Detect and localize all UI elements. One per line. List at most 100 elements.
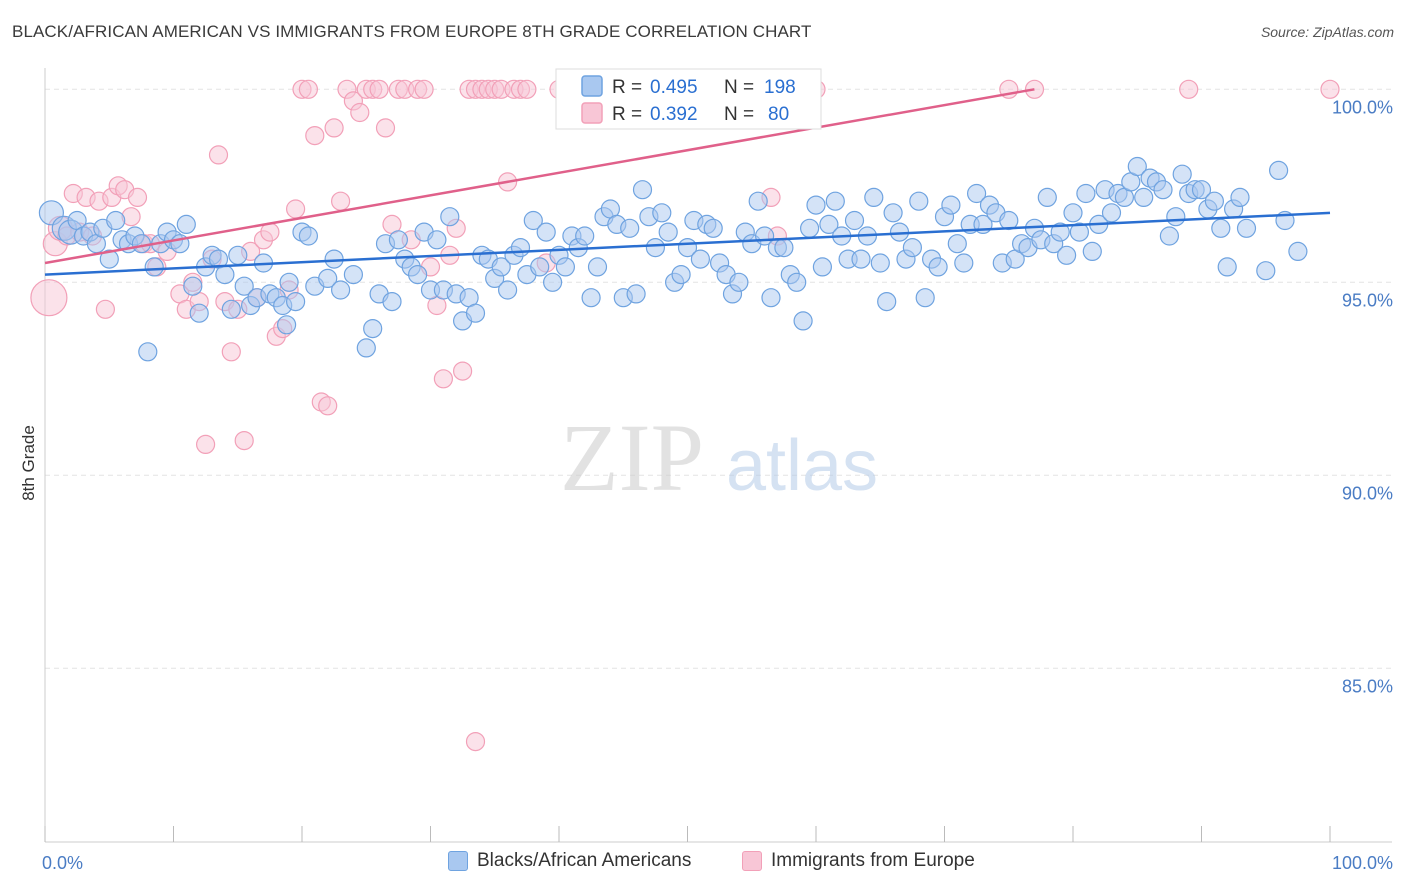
point-blacks-130 bbox=[902, 238, 923, 258]
point-immigrants-42 bbox=[318, 396, 338, 416]
point-blacks-8 bbox=[99, 249, 119, 269]
point-blacks-20 bbox=[176, 214, 196, 234]
point-blacks-178 bbox=[1211, 218, 1231, 238]
y-tick-label-1: 95.0% bbox=[1342, 290, 1393, 310]
point-immigrants-23 bbox=[196, 434, 216, 454]
point-blacks-22 bbox=[189, 303, 209, 323]
point-blacks-50 bbox=[388, 230, 408, 250]
point-blacks-53 bbox=[408, 265, 428, 285]
point-blacks-154 bbox=[1056, 245, 1077, 265]
point-blacks-90 bbox=[645, 238, 666, 258]
point-blacks-94 bbox=[671, 265, 691, 285]
point-blacks-71 bbox=[523, 210, 543, 231]
point-blacks-186 bbox=[1288, 241, 1308, 261]
point-blacks-99 bbox=[703, 218, 723, 238]
point-blacks-113 bbox=[793, 311, 813, 331]
point-blacks-166 bbox=[1134, 187, 1154, 207]
point-blacks-175 bbox=[1191, 180, 1212, 200]
point-immigrants-29 bbox=[234, 431, 254, 451]
legend-item-blacks[interactable]: Blacks/African Americans bbox=[448, 850, 691, 872]
point-blacks-125 bbox=[870, 253, 890, 273]
point-blacks-151 bbox=[1037, 187, 1057, 207]
point-immigrants-0 bbox=[30, 279, 68, 317]
point-blacks-138 bbox=[954, 253, 974, 273]
legend-item-immigrants[interactable]: Immigrants from Europe bbox=[742, 850, 975, 872]
point-blacks-58 bbox=[440, 207, 460, 227]
point-blacks-112 bbox=[787, 272, 807, 292]
point-blacks-115 bbox=[806, 195, 826, 215]
point-blacks-41 bbox=[318, 268, 338, 288]
point-blacks-76 bbox=[555, 257, 576, 277]
point-immigrants-40 bbox=[305, 126, 325, 146]
legend-label-immigrants: Immigrants from Europe bbox=[771, 850, 975, 871]
x-tick-labels: 0.0% 100.0% bbox=[42, 853, 1393, 873]
legend-swatch-pink bbox=[742, 851, 762, 871]
stats-swatch-blue bbox=[581, 75, 603, 97]
point-blacks-103 bbox=[729, 272, 749, 292]
point-blacks-91 bbox=[652, 203, 672, 223]
point-blacks-45 bbox=[356, 338, 376, 358]
point-blacks-44 bbox=[343, 265, 363, 285]
point-blacks-49 bbox=[382, 292, 402, 312]
point-immigrants-37 bbox=[286, 199, 306, 219]
chart-title: BLACK/AFRICAN AMERICAN VS IMMIGRANTS FRO… bbox=[12, 22, 812, 41]
stats-n-label-1: N = bbox=[724, 104, 754, 125]
point-blacks-169 bbox=[1153, 180, 1173, 200]
point-immigrants-57 bbox=[414, 79, 434, 99]
point-immigrants-25 bbox=[208, 145, 229, 165]
point-blacks-118 bbox=[825, 191, 845, 211]
watermark: ZIP atlas bbox=[560, 404, 878, 511]
point-blacks-74 bbox=[542, 272, 563, 292]
trend-line-immigrants bbox=[44, 88, 1035, 265]
point-immigrants-39 bbox=[298, 79, 318, 99]
point-blacks-81 bbox=[587, 257, 608, 277]
watermark-atlas: atlas bbox=[726, 426, 878, 506]
point-blacks-184 bbox=[1268, 160, 1289, 180]
point-blacks-121 bbox=[844, 210, 865, 231]
stats-r-label-0: R = bbox=[612, 77, 642, 98]
y-tick-labels: 100.0% 95.0% 90.0% 85.0% bbox=[1332, 97, 1393, 696]
point-blacks-80 bbox=[581, 288, 601, 308]
point-blacks-155 bbox=[1063, 203, 1083, 223]
point-immigrants-92 bbox=[465, 731, 486, 752]
stats-legend: R = 0.495 N = 198 R = 0.392 N = 80 bbox=[555, 68, 822, 130]
point-blacks-183 bbox=[1256, 261, 1276, 281]
point-blacks-29 bbox=[234, 276, 254, 296]
trend-lines bbox=[44, 88, 1331, 276]
point-blacks-42 bbox=[324, 249, 344, 269]
point-blacks-165 bbox=[1127, 156, 1147, 177]
point-blacks-46 bbox=[363, 319, 383, 339]
point-blacks-56 bbox=[427, 230, 447, 250]
stats-r-value-0: 0.495 bbox=[650, 77, 698, 98]
point-blacks-116 bbox=[812, 257, 833, 277]
point-blacks-122 bbox=[851, 249, 871, 269]
point-blacks-21 bbox=[183, 276, 203, 296]
point-blacks-157 bbox=[1076, 183, 1096, 204]
point-blacks-179 bbox=[1217, 257, 1237, 277]
y-axis-label: 8th Grade bbox=[19, 425, 38, 501]
point-blacks-131 bbox=[909, 191, 929, 211]
point-blacks-170 bbox=[1159, 226, 1180, 246]
point-blacks-43 bbox=[331, 280, 351, 300]
point-blacks-140 bbox=[966, 183, 987, 204]
point-blacks-67 bbox=[498, 280, 518, 300]
stats-r-value-1: 0.392 bbox=[650, 104, 698, 125]
point-blacks-117 bbox=[819, 214, 839, 234]
point-blacks-62 bbox=[465, 303, 486, 323]
stats-n-value-1: 80 bbox=[768, 104, 789, 125]
point-immigrants-43 bbox=[324, 118, 344, 138]
point-blacks-177 bbox=[1204, 191, 1225, 211]
point-blacks-28 bbox=[228, 245, 248, 265]
legend-label-blacks: Blacks/African Americans bbox=[477, 850, 692, 871]
point-blacks-110 bbox=[774, 238, 794, 258]
point-blacks-181 bbox=[1230, 187, 1250, 207]
point-blacks-172 bbox=[1172, 164, 1192, 184]
point-blacks-124 bbox=[864, 187, 884, 207]
point-blacks-9 bbox=[106, 210, 126, 231]
point-blacks-36 bbox=[279, 272, 299, 292]
point-immigrants-51 bbox=[375, 118, 396, 138]
point-blacks-88 bbox=[632, 180, 653, 200]
watermark-zip: ZIP bbox=[560, 404, 704, 511]
point-blacks-97 bbox=[690, 249, 711, 269]
